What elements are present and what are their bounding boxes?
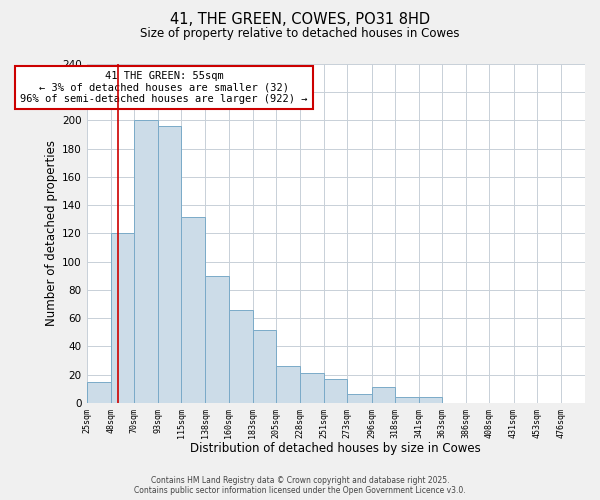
Bar <box>158 126 181 403</box>
Text: 41, THE GREEN, COWES, PO31 8HD: 41, THE GREEN, COWES, PO31 8HD <box>170 12 430 28</box>
Y-axis label: Number of detached properties: Number of detached properties <box>45 140 58 326</box>
Text: 41 THE GREEN: 55sqm
← 3% of detached houses are smaller (32)
96% of semi-detache: 41 THE GREEN: 55sqm ← 3% of detached hou… <box>20 71 308 104</box>
X-axis label: Distribution of detached houses by size in Cowes: Distribution of detached houses by size … <box>190 442 481 455</box>
Bar <box>395 398 419 403</box>
Bar <box>324 379 347 403</box>
Bar <box>181 216 205 403</box>
Bar <box>347 394 371 403</box>
Bar <box>134 120 158 403</box>
Text: Contains HM Land Registry data © Crown copyright and database right 2025.
Contai: Contains HM Land Registry data © Crown c… <box>134 476 466 495</box>
Text: Size of property relative to detached houses in Cowes: Size of property relative to detached ho… <box>140 28 460 40</box>
Bar <box>419 398 442 403</box>
Bar <box>111 234 134 403</box>
Bar <box>205 276 229 403</box>
Bar <box>371 388 395 403</box>
Bar <box>86 382 111 403</box>
Bar <box>253 330 276 403</box>
Bar <box>300 374 324 403</box>
Bar <box>229 310 253 403</box>
Bar <box>276 366 300 403</box>
